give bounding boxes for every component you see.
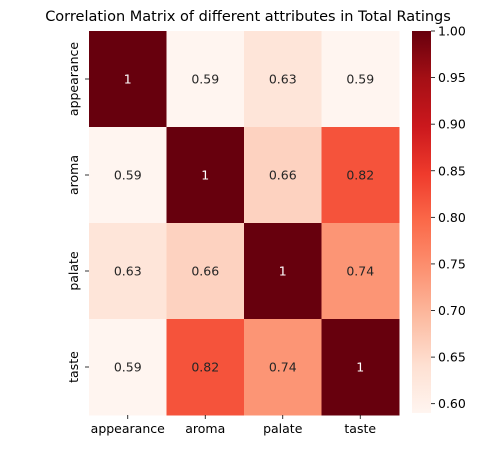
heatmap-cell <box>244 319 322 416</box>
cell-value-label: 0.74 <box>346 264 374 279</box>
cell-value-label: 1 <box>124 72 132 87</box>
heatmap-cell <box>321 223 400 320</box>
x-tick-label: appearance <box>91 421 165 436</box>
x-tick-label: taste <box>344 421 376 436</box>
heatmap-cell <box>166 319 245 416</box>
cell-value-label: 0.63 <box>114 264 142 279</box>
x-axis: appearance aroma palate taste <box>91 415 376 436</box>
cell-value-label: 0.59 <box>191 72 219 87</box>
colorbar-tick-label: 0.70 <box>438 303 466 318</box>
cell-value-label: 0.66 <box>269 168 297 183</box>
cell-value-label: 0.59 <box>114 360 142 375</box>
heatmap-cell <box>244 127 322 224</box>
cell-value-label: 0.59 <box>346 72 374 87</box>
y-axis: appearance aroma palate taste <box>66 42 89 383</box>
colorbar-tick-label: 0.75 <box>438 256 466 271</box>
colorbar-tick-label: 1.00 <box>438 24 466 39</box>
x-tick-label: aroma <box>185 421 225 436</box>
cell-value-label: 1 <box>201 168 209 183</box>
x-tick-label: palate <box>263 421 303 436</box>
colorbar-tick-label: 0.85 <box>438 163 466 178</box>
heatmap-cell <box>321 127 400 224</box>
colorbar-tick-label: 0.60 <box>438 396 466 411</box>
cell-value-label: 0.82 <box>191 360 219 375</box>
cell-value-label: 0.74 <box>269 360 297 375</box>
colorbar-tick-label: 0.65 <box>438 350 466 365</box>
heatmap-cell <box>321 319 400 416</box>
colorbar: 0.60 0.65 0.70 0.75 0.80 0.85 0.90 0.95 1.00 <box>412 24 466 413</box>
heatmap-cell <box>244 31 322 128</box>
y-tick-label: aroma <box>66 155 81 195</box>
y-tick-label: appearance <box>66 42 81 116</box>
chart-title: Correlation Matrix of different attribut… <box>45 9 451 25</box>
heatmap-cell <box>166 127 245 224</box>
heatmap-cell <box>166 31 245 128</box>
heatmap-cell <box>89 31 167 128</box>
heatmap-cell <box>166 223 245 320</box>
cell-value-label: 0.66 <box>191 264 219 279</box>
colorbar-tick-label: 0.80 <box>438 210 466 225</box>
heatmap-cell <box>89 223 167 320</box>
heatmap-cell <box>89 127 167 224</box>
cell-value-label: 0.59 <box>114 168 142 183</box>
heatmap-cell <box>89 319 167 416</box>
cell-value-label: 1 <box>279 264 287 279</box>
colorbar-tick-label: 0.90 <box>438 117 466 132</box>
cell-value-label: 0.82 <box>346 168 374 183</box>
cell-value-label: 0.63 <box>269 72 297 87</box>
heatmap-cell <box>321 31 400 128</box>
y-tick-label: taste <box>66 351 81 383</box>
colorbar-gradient <box>412 31 431 413</box>
heatmap-cell <box>244 223 322 320</box>
colorbar-tick-label: 0.95 <box>438 70 466 85</box>
heatmap-cells: 1 0.59 0.63 0.59 0.59 1 0.66 0.82 0.63 0.66 1 0.74 0… <box>89 31 400 416</box>
y-tick-label: palate <box>66 251 81 291</box>
cell-value-label: 1 <box>356 360 364 375</box>
